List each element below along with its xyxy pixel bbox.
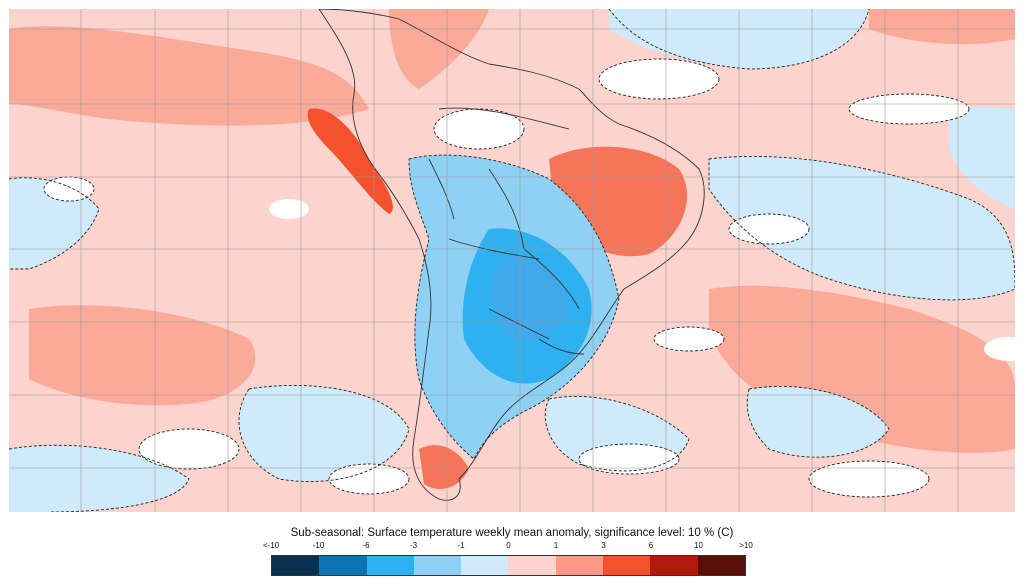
legend-tick-label: -6 — [362, 541, 370, 550]
cool-anomaly-regions — [9, 9, 1015, 512]
legend-swatch — [461, 556, 509, 575]
legend-swatch — [508, 556, 556, 575]
color-legend: <-10 -10 -6 -3 -1 0 1 3 6 10 >10 — [263, 541, 753, 579]
legend-tick-label: 0 — [506, 541, 511, 550]
coastlines — [318, 9, 705, 501]
near-zero-regions — [44, 59, 1015, 497]
legend-tick-label: -10 — [312, 541, 325, 550]
legend-swatch — [697, 556, 745, 575]
anomaly-map — [9, 9, 1015, 512]
legend-swatch — [272, 556, 320, 575]
legend-swatch — [366, 556, 414, 575]
legend-swatch — [319, 556, 367, 575]
graticule — [9, 9, 1015, 512]
legend-swatch — [555, 556, 604, 575]
legend-swatch — [603, 556, 651, 575]
legend-tick-label: 6 — [648, 541, 654, 550]
legend-color-bar — [271, 555, 746, 576]
map-canvas — [9, 9, 1015, 512]
legend-tick-label: 10 — [694, 541, 703, 550]
significance-contours — [9, 9, 1015, 512]
legend-tick-label: 1 — [553, 541, 559, 550]
legend-tick-labels: <-10 -10 -6 -3 -1 0 1 3 6 10 >10 — [263, 541, 753, 553]
legend-tick-label: >10 — [739, 541, 753, 550]
legend-swatch — [413, 556, 462, 575]
map-caption: Sub-seasonal: Surface temperature weekly… — [290, 527, 734, 539]
legend-tick-label: 3 — [601, 541, 606, 550]
legend-tick-label: -3 — [409, 541, 418, 550]
legend-tick-label: -1 — [457, 541, 465, 550]
legend-swatch — [650, 556, 698, 575]
legend-tick-label: <-10 — [262, 541, 280, 550]
